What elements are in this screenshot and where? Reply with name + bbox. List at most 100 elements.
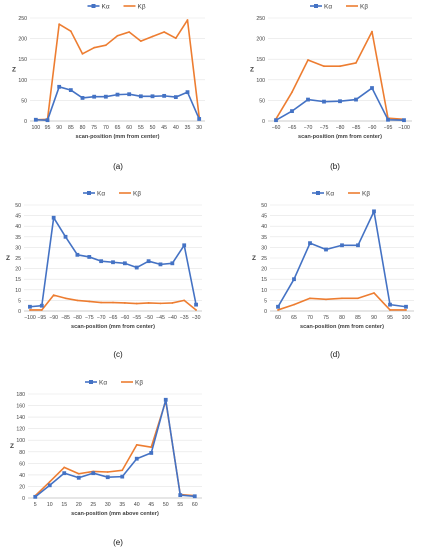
x-tick-label: 35 bbox=[185, 125, 191, 131]
legend: Kα Kβ bbox=[310, 4, 368, 11]
legend: Kα Kβ bbox=[85, 380, 143, 387]
x-tick-label: 5 bbox=[34, 502, 37, 508]
data-point-k-beta bbox=[135, 443, 138, 446]
x-axis-label: scan-position (mm from center) bbox=[71, 324, 155, 330]
y-tick-label: 100 bbox=[256, 78, 265, 84]
x-tick-label: −50 bbox=[144, 315, 153, 321]
y-tick-label: 200 bbox=[18, 37, 27, 43]
y-tick-label: 35 bbox=[261, 235, 267, 241]
series-line-k-beta bbox=[34, 400, 195, 497]
y-tick-label: 45 bbox=[15, 214, 21, 220]
legend: Kα Kβ bbox=[83, 191, 141, 198]
legend-marker-series_a bbox=[314, 4, 318, 8]
x-tick-label: −65 bbox=[288, 125, 297, 131]
x-tick-label: 70 bbox=[103, 125, 109, 131]
legend-label-series_a: Kα bbox=[97, 191, 105, 198]
y-tick-label: 30 bbox=[261, 245, 267, 251]
data-point-k-alpha bbox=[197, 117, 202, 121]
x-tick-label: −45 bbox=[156, 315, 165, 321]
data-point-k-alpha bbox=[292, 277, 296, 282]
y-tick-label: 40 bbox=[261, 224, 267, 230]
chart-panel-2: Kα Kβ 0 5 10 15 20 25 30 35 40 45 50 −100 −95 −90 −85 −80… bbox=[6, 191, 202, 359]
data-point-k-beta bbox=[323, 65, 325, 68]
data-point-k-alpha bbox=[122, 261, 127, 266]
data-point-k-beta bbox=[48, 480, 51, 483]
data-point-k-alpha bbox=[115, 92, 120, 97]
y-tick-label: 5 bbox=[18, 298, 21, 304]
x-tick-label: 75 bbox=[323, 315, 329, 321]
data-point-k-alpha bbox=[170, 261, 175, 266]
data-point-k-alpha bbox=[158, 262, 163, 267]
data-point-k-beta bbox=[40, 309, 43, 311]
x-tick-label: 65 bbox=[115, 125, 121, 131]
y-tick-label: 180 bbox=[16, 392, 25, 398]
data-point-k-beta bbox=[123, 302, 126, 304]
legend-label-series_a: Kα bbox=[324, 4, 332, 11]
data-point-k-alpha bbox=[33, 494, 38, 499]
data-point-k-beta bbox=[121, 469, 124, 472]
y-tick-label: 20 bbox=[19, 484, 25, 490]
chart-panel-0: Kα Kβ 0 50 100 150 200 250 100 95 90 85 80 75 70 65 60 55… bbox=[12, 4, 205, 171]
legend-label-series_b: Kβ bbox=[133, 191, 141, 198]
data-point-k-alpha bbox=[182, 243, 187, 248]
x-tick-label: 50 bbox=[163, 502, 169, 508]
legend-marker-series_a bbox=[89, 380, 93, 384]
x-tick-label: −60 bbox=[272, 125, 281, 131]
chart-panel-3: Kα Kβ 0 5 10 15 20 25 30 35 40 45 50 60 65 70 75 80 85 90 95… bbox=[252, 191, 414, 359]
y-axis-label: Z bbox=[10, 443, 14, 450]
x-axis-label: scan-position (mm from center) bbox=[298, 134, 382, 140]
data-point-k-alpha bbox=[103, 94, 108, 99]
data-point-k-beta bbox=[405, 309, 407, 311]
x-tick-label: 30 bbox=[196, 125, 202, 131]
data-point-k-beta bbox=[293, 303, 295, 306]
y-tick-label: 60 bbox=[19, 461, 25, 467]
y-tick-label: 0 bbox=[262, 119, 265, 125]
y-tick-label: 40 bbox=[15, 224, 21, 230]
x-tick-label: −30 bbox=[192, 315, 201, 321]
data-point-k-beta bbox=[159, 302, 162, 305]
x-tick-label: −100 bbox=[24, 315, 36, 321]
data-point-k-alpha bbox=[120, 474, 125, 479]
data-point-k-beta bbox=[116, 34, 119, 37]
x-tick-label: 45 bbox=[148, 502, 154, 508]
x-tick-label: −60 bbox=[120, 315, 129, 321]
data-point-k-alpha bbox=[63, 234, 68, 239]
data-point-k-beta bbox=[106, 471, 109, 473]
data-point-k-beta bbox=[88, 300, 91, 303]
x-tick-label: 95 bbox=[387, 315, 393, 321]
data-point-k-beta bbox=[64, 297, 67, 300]
legend-label-series_b: Kβ bbox=[138, 4, 146, 11]
x-tick-label: 35 bbox=[119, 502, 125, 508]
data-point-k-beta bbox=[112, 301, 114, 304]
data-point-k-alpha bbox=[322, 99, 326, 104]
data-point-k-beta bbox=[150, 446, 153, 449]
x-tick-label: −70 bbox=[97, 315, 106, 321]
data-point-k-alpha bbox=[149, 451, 154, 455]
y-tick-label: 50 bbox=[15, 203, 21, 209]
x-tick-label: −95 bbox=[37, 315, 46, 321]
x-tick-label: 40 bbox=[173, 125, 179, 131]
y-tick-label: 50 bbox=[21, 98, 27, 104]
series-line-k-beta bbox=[277, 292, 406, 311]
x-tick-label: −80 bbox=[73, 315, 82, 321]
data-point-k-alpha bbox=[338, 99, 342, 104]
data-point-k-alpha bbox=[99, 259, 104, 264]
data-point-k-beta bbox=[186, 19, 189, 21]
data-point-k-alpha bbox=[173, 95, 178, 100]
x-tick-label: 85 bbox=[68, 125, 74, 131]
legend-label-series_b: Kβ bbox=[135, 380, 143, 387]
data-point-k-beta bbox=[163, 31, 166, 33]
y-tick-label: 250 bbox=[256, 16, 265, 22]
panel-label: (a) bbox=[113, 162, 123, 171]
y-tick-label: 25 bbox=[261, 256, 267, 262]
x-tick-label: 45 bbox=[161, 125, 167, 131]
x-tick-label: −55 bbox=[132, 315, 141, 321]
data-point-k-alpha bbox=[306, 97, 310, 102]
data-point-k-alpha bbox=[111, 260, 115, 265]
y-tick-label: 150 bbox=[18, 57, 27, 63]
data-point-k-beta bbox=[69, 30, 72, 33]
data-point-k-alpha bbox=[372, 209, 376, 214]
legend-marker-series_a bbox=[316, 191, 320, 195]
series-line-k-beta bbox=[275, 30, 405, 121]
data-point-k-alpha bbox=[404, 304, 408, 309]
